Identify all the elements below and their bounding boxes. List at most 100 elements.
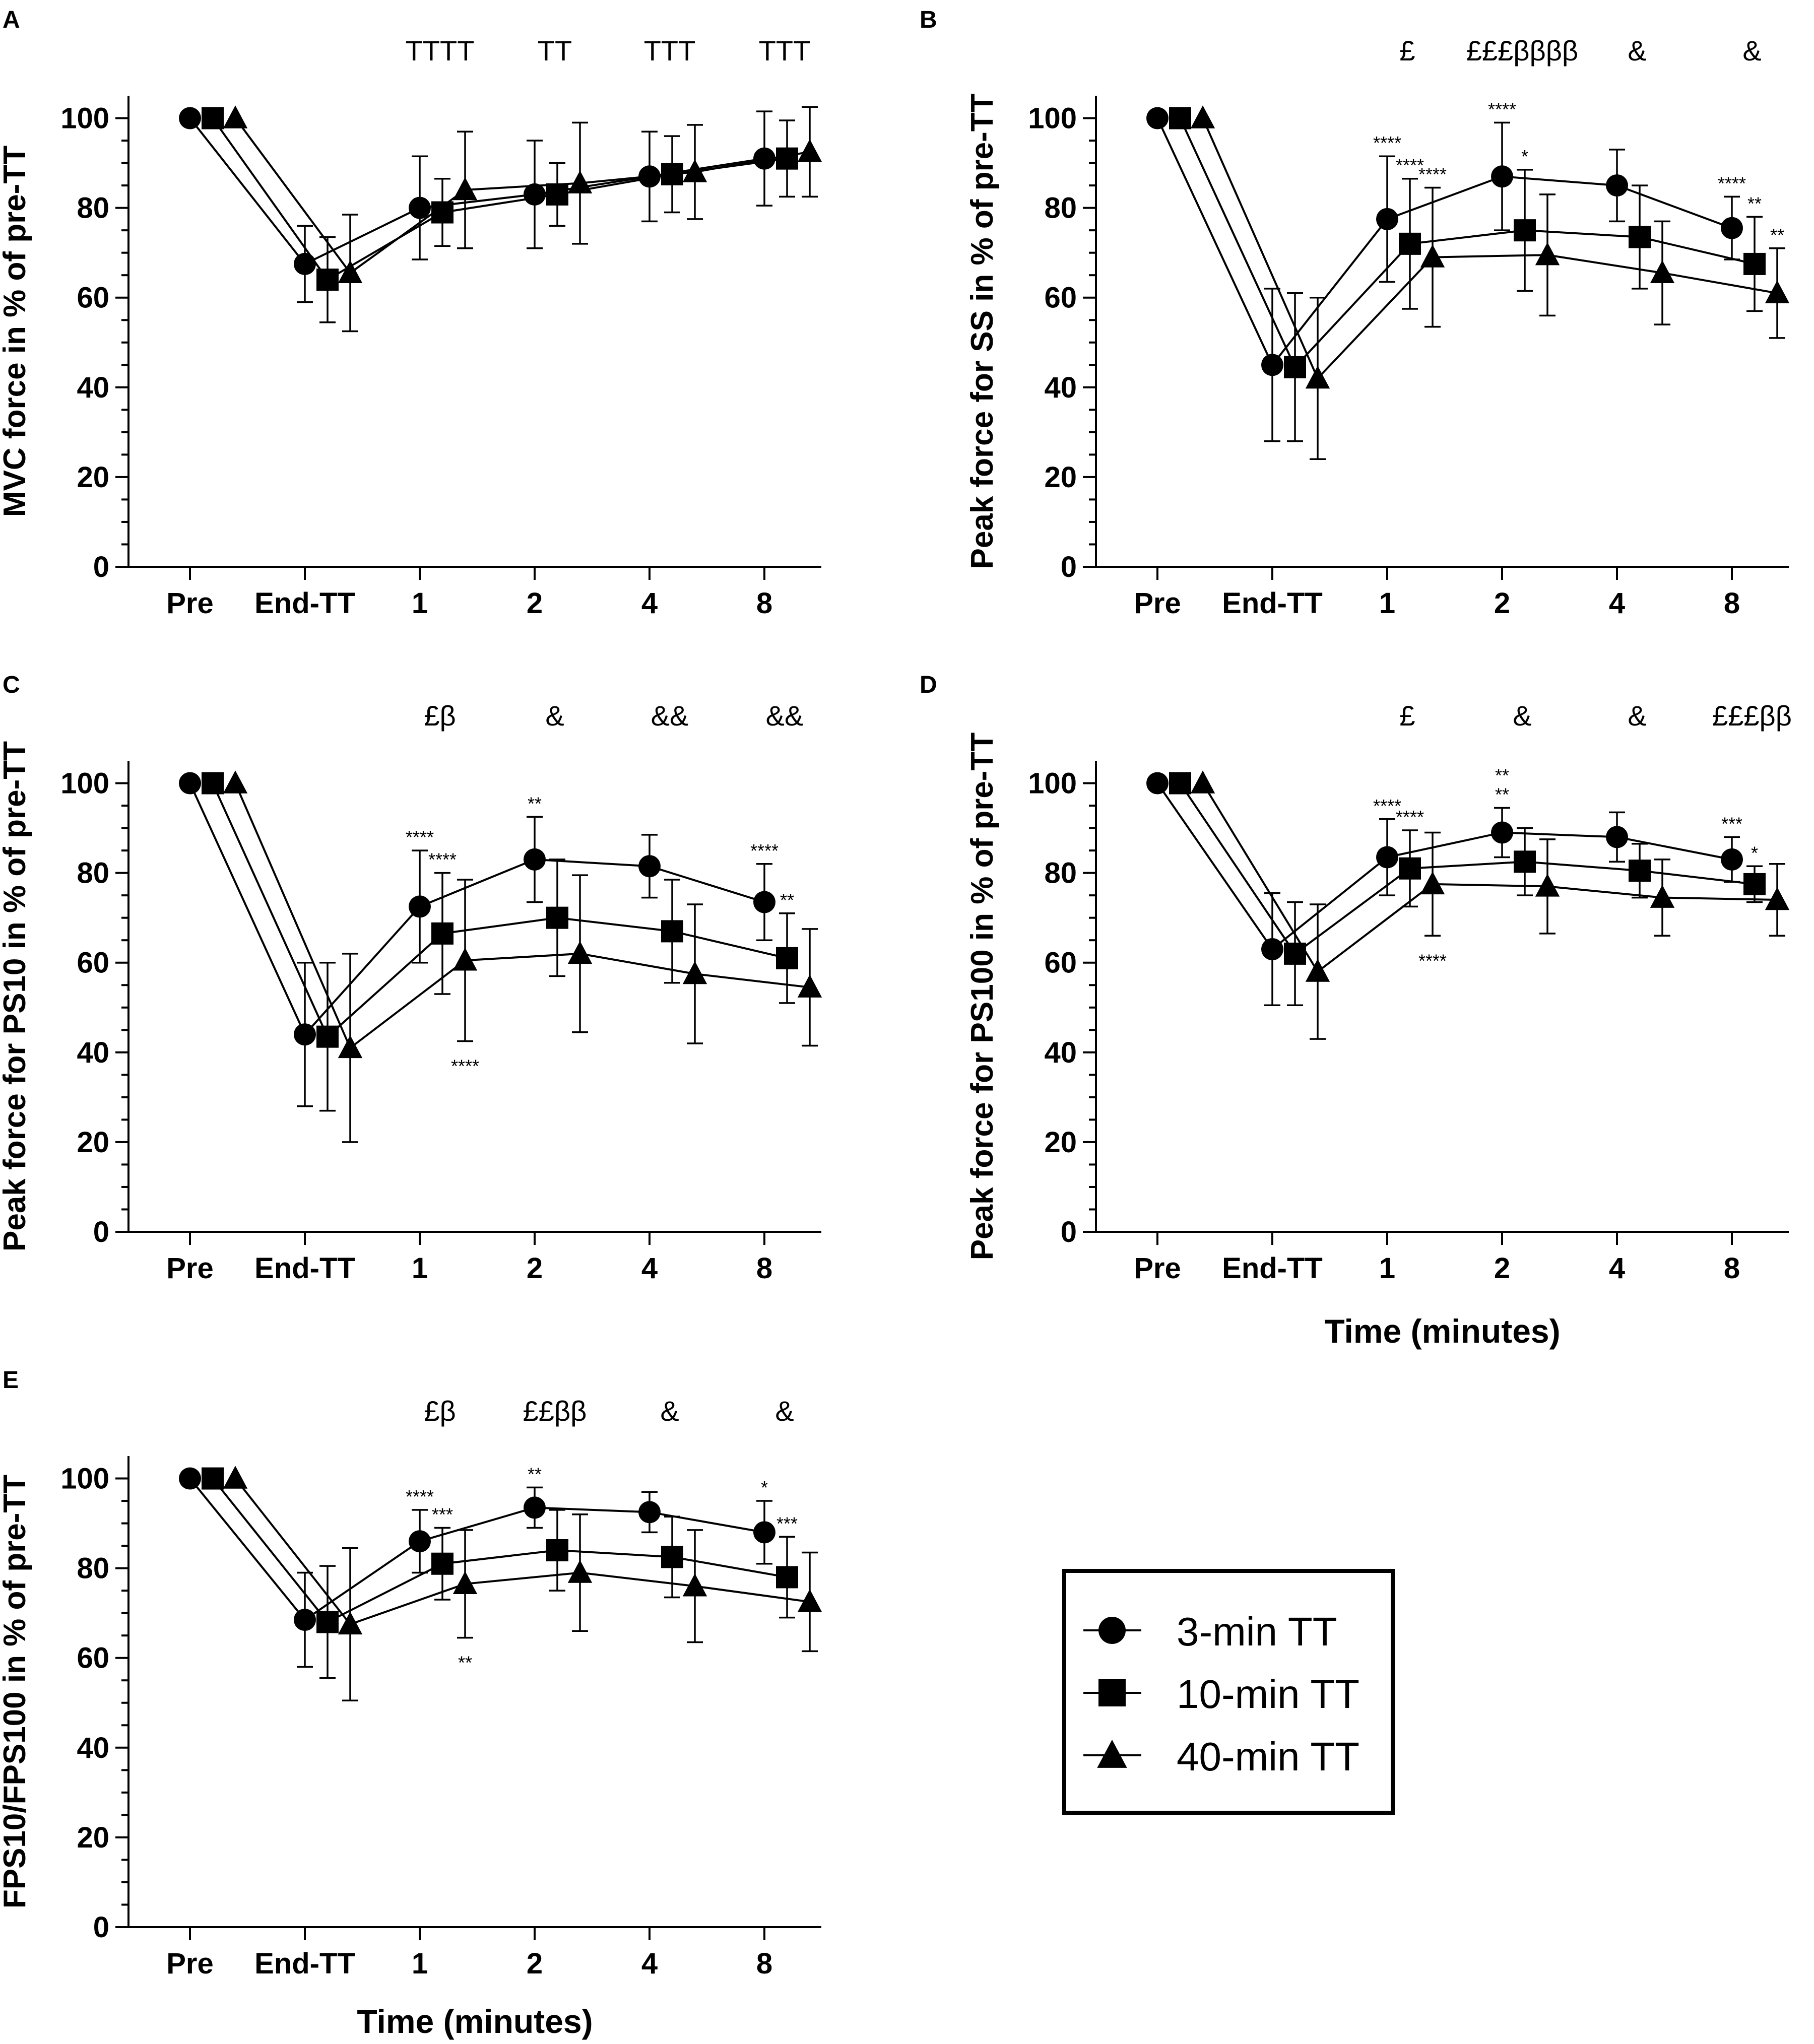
series-line bbox=[1202, 117, 1778, 380]
series-line bbox=[1179, 117, 1755, 369]
data-point-triangle bbox=[1650, 885, 1675, 908]
data-point-square bbox=[1514, 219, 1536, 242]
data-point-triangle bbox=[797, 1589, 822, 1612]
x-tick-label: 2 bbox=[527, 587, 543, 620]
series-triangle bbox=[223, 770, 822, 1143]
data-point-square bbox=[776, 1566, 798, 1589]
series-square bbox=[1169, 107, 1766, 442]
asterisk-annotation: **** bbox=[406, 827, 434, 847]
significance-annotation: £β bbox=[424, 1395, 456, 1427]
data-point-circle bbox=[524, 1496, 546, 1519]
series-square bbox=[202, 772, 798, 1112]
significance-annotation: ££ββ bbox=[523, 1395, 587, 1427]
x-tick-label: 1 bbox=[412, 587, 428, 620]
series-triangle bbox=[223, 105, 822, 333]
series-square bbox=[1169, 772, 1766, 1007]
series-line bbox=[1202, 782, 1778, 973]
y-tick-label: 40 bbox=[77, 371, 109, 404]
legend-label: 40-min TT bbox=[1177, 1734, 1359, 1779]
asterisk-annotation: **** bbox=[451, 1056, 479, 1077]
series-triangle bbox=[223, 1466, 822, 1702]
series-line bbox=[1156, 782, 1732, 951]
data-point-square bbox=[202, 772, 224, 795]
data-point-square bbox=[431, 1552, 454, 1575]
series-triangle bbox=[1190, 105, 1790, 460]
data-point-circle bbox=[294, 1609, 316, 1631]
data-point-circle bbox=[524, 183, 546, 206]
significance-annotation: & bbox=[545, 700, 564, 732]
data-point-circle bbox=[1146, 772, 1169, 795]
y-tick-label: 20 bbox=[1044, 1126, 1077, 1159]
data-point-square bbox=[316, 1025, 339, 1048]
x-tick-label: 8 bbox=[756, 1947, 772, 1980]
asterisk-annotation: **** bbox=[1396, 807, 1424, 827]
significance-annotation: & bbox=[1742, 35, 1761, 67]
x-tick-label: End-TT bbox=[1222, 587, 1323, 620]
series-circle bbox=[179, 772, 775, 1107]
chart-panel-A: A 0 20 40 60 80 100 Pre End-TT 1 2 4 8 MVC force in %… bbox=[0, 7, 822, 620]
data-point-circle bbox=[1491, 821, 1513, 844]
data-point-square bbox=[1629, 226, 1651, 248]
x-tick-label: End-TT bbox=[254, 1252, 355, 1285]
series-line bbox=[234, 782, 810, 1050]
asterisk-annotation: *** bbox=[432, 1504, 453, 1525]
y-tick-label: 60 bbox=[1044, 947, 1077, 979]
y-tick-label: 0 bbox=[93, 551, 109, 583]
x-tick-label: 4 bbox=[1609, 587, 1625, 620]
panel-letter: E bbox=[3, 1367, 19, 1394]
data-point-circle bbox=[638, 855, 661, 878]
data-point-square bbox=[661, 920, 683, 943]
data-point-triangle bbox=[1535, 242, 1560, 266]
data-point-square bbox=[316, 1611, 339, 1633]
series-line bbox=[189, 782, 765, 1036]
data-point-triangle bbox=[452, 177, 478, 201]
x-tick-label: 8 bbox=[1724, 587, 1740, 620]
asterisk-annotation: *** bbox=[776, 1513, 798, 1534]
data-point-square bbox=[1743, 873, 1766, 895]
x-tick-label: 4 bbox=[1609, 1252, 1625, 1285]
y-tick-label: 100 bbox=[1028, 102, 1077, 135]
y-axis-label: Peak force for PS100 in % of pre-TT bbox=[965, 733, 1000, 1261]
data-point-circle bbox=[409, 196, 431, 219]
asterisk-annotation: ** bbox=[528, 793, 542, 814]
significance-annotation: & bbox=[660, 1395, 679, 1427]
x-tick-label: End-TT bbox=[254, 587, 355, 620]
chart-panel-B: B 0 20 40 60 80 100 Pre End-TT 1 2 4 8 Peak force for… bbox=[920, 7, 1790, 620]
data-point-square bbox=[202, 1467, 224, 1490]
legend-label: 3-min TT bbox=[1177, 1609, 1337, 1654]
series-line bbox=[1179, 782, 1755, 955]
x-tick-label: 8 bbox=[1724, 1252, 1740, 1285]
data-point-circle bbox=[294, 252, 316, 275]
data-point-circle bbox=[1606, 826, 1628, 848]
panel-letter: A bbox=[3, 7, 20, 33]
y-tick-label: 80 bbox=[77, 192, 109, 225]
asterisk-annotation: ** bbox=[1495, 765, 1509, 786]
x-tick-label: 2 bbox=[527, 1947, 543, 1980]
data-point-square bbox=[1743, 252, 1766, 275]
data-point-triangle bbox=[338, 1611, 363, 1635]
data-point-circle bbox=[1721, 848, 1743, 871]
chart-panel-E: E 0 20 40 60 80 100 Pre End-TT 1 2 4 8 FPS10/FPS100 i… bbox=[0, 1367, 822, 2040]
legend-marker-triangle bbox=[1097, 1739, 1127, 1768]
significance-annotation: £ bbox=[1399, 35, 1415, 67]
y-tick-label: 80 bbox=[1044, 857, 1077, 890]
y-tick-label: 40 bbox=[1044, 1036, 1077, 1069]
data-point-circle bbox=[294, 1023, 316, 1046]
x-tick-label: 4 bbox=[641, 1252, 658, 1285]
data-point-triangle bbox=[1765, 887, 1790, 910]
x-tick-label: 4 bbox=[641, 1947, 658, 1980]
y-tick-label: 100 bbox=[60, 767, 109, 800]
asterisk-annotation: ** bbox=[458, 1653, 472, 1673]
asterisk-annotation: *** bbox=[1721, 813, 1742, 834]
y-tick-label: 60 bbox=[1044, 282, 1077, 314]
panel-letter: C bbox=[3, 672, 20, 698]
asterisk-annotation: **** bbox=[1373, 796, 1401, 816]
series-line bbox=[189, 1478, 765, 1621]
significance-annotation: & bbox=[1628, 700, 1646, 732]
y-tick-label: 60 bbox=[77, 282, 109, 314]
series-circle bbox=[1146, 772, 1743, 1007]
y-tick-label: 40 bbox=[77, 1036, 109, 1069]
significance-annotation: & bbox=[1513, 700, 1531, 732]
